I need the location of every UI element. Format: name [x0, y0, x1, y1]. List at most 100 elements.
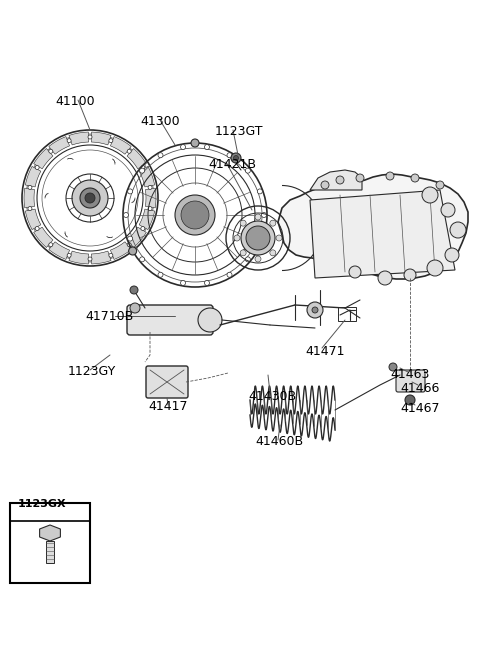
Circle shape: [130, 303, 140, 313]
Circle shape: [204, 144, 209, 150]
Polygon shape: [278, 174, 468, 279]
Polygon shape: [49, 136, 70, 154]
Circle shape: [35, 165, 39, 169]
Circle shape: [227, 153, 232, 157]
Circle shape: [312, 307, 318, 313]
Polygon shape: [34, 227, 53, 247]
Circle shape: [245, 257, 251, 262]
Text: 1123GX: 1123GX: [18, 499, 67, 509]
Circle shape: [88, 257, 92, 261]
Text: 41417: 41417: [148, 400, 188, 413]
Circle shape: [88, 135, 92, 139]
Circle shape: [234, 235, 240, 241]
Text: 41467: 41467: [400, 402, 440, 415]
FancyBboxPatch shape: [396, 370, 425, 392]
Polygon shape: [310, 170, 362, 190]
Circle shape: [240, 220, 246, 226]
Polygon shape: [25, 209, 41, 230]
Polygon shape: [110, 136, 131, 154]
FancyBboxPatch shape: [46, 541, 54, 563]
Circle shape: [67, 253, 71, 257]
Circle shape: [436, 181, 444, 189]
Circle shape: [129, 247, 137, 255]
Circle shape: [378, 271, 392, 285]
Circle shape: [198, 308, 222, 332]
Circle shape: [127, 243, 131, 247]
Circle shape: [441, 203, 455, 217]
Circle shape: [411, 174, 419, 182]
Circle shape: [253, 247, 261, 255]
Circle shape: [276, 235, 282, 241]
FancyBboxPatch shape: [127, 305, 213, 335]
Text: 41710B: 41710B: [85, 310, 133, 323]
Circle shape: [175, 195, 215, 235]
Circle shape: [80, 188, 100, 208]
Circle shape: [158, 272, 163, 277]
Circle shape: [233, 155, 239, 161]
Text: 41430B: 41430B: [248, 390, 296, 403]
Text: 41421B: 41421B: [208, 158, 256, 171]
Text: 41466: 41466: [400, 382, 439, 395]
Polygon shape: [24, 188, 35, 208]
Circle shape: [307, 302, 323, 318]
Polygon shape: [139, 167, 155, 187]
Circle shape: [28, 207, 32, 211]
Circle shape: [180, 144, 185, 150]
Circle shape: [386, 172, 394, 180]
Circle shape: [191, 139, 199, 147]
Circle shape: [140, 168, 144, 173]
Polygon shape: [40, 525, 60, 541]
Polygon shape: [110, 242, 131, 259]
Circle shape: [123, 213, 129, 218]
Polygon shape: [25, 167, 41, 187]
Circle shape: [109, 138, 113, 142]
Polygon shape: [127, 148, 146, 169]
Polygon shape: [139, 209, 155, 230]
Circle shape: [255, 256, 261, 262]
Circle shape: [49, 150, 53, 154]
Polygon shape: [91, 132, 111, 145]
Circle shape: [255, 214, 261, 220]
Circle shape: [28, 186, 32, 190]
Circle shape: [405, 395, 415, 405]
Circle shape: [128, 236, 132, 241]
Circle shape: [204, 281, 209, 285]
Text: 41460B: 41460B: [255, 435, 303, 448]
Text: 1123GY: 1123GY: [68, 365, 116, 378]
Circle shape: [245, 168, 251, 173]
Circle shape: [389, 363, 397, 371]
Polygon shape: [310, 190, 455, 278]
Circle shape: [180, 281, 185, 285]
FancyBboxPatch shape: [10, 503, 90, 583]
Text: 1123GT: 1123GT: [215, 125, 264, 138]
Circle shape: [422, 187, 438, 203]
Circle shape: [257, 236, 263, 241]
Circle shape: [72, 180, 108, 216]
Circle shape: [127, 150, 131, 154]
Circle shape: [270, 250, 276, 256]
Circle shape: [404, 269, 416, 281]
Text: 41100: 41100: [55, 95, 95, 108]
Circle shape: [240, 250, 246, 256]
Circle shape: [231, 153, 241, 163]
FancyBboxPatch shape: [146, 366, 188, 398]
Circle shape: [130, 286, 138, 294]
Circle shape: [450, 222, 466, 238]
Circle shape: [321, 181, 329, 189]
Circle shape: [427, 260, 443, 276]
Circle shape: [85, 193, 95, 203]
Polygon shape: [127, 227, 146, 247]
Circle shape: [140, 257, 144, 262]
Circle shape: [35, 226, 39, 230]
Text: 41471: 41471: [305, 345, 345, 358]
Polygon shape: [34, 148, 53, 169]
Circle shape: [257, 189, 263, 194]
FancyBboxPatch shape: [338, 307, 356, 321]
Circle shape: [141, 226, 145, 230]
Circle shape: [270, 220, 276, 226]
Circle shape: [262, 213, 266, 218]
Circle shape: [445, 248, 459, 262]
Circle shape: [246, 226, 270, 250]
Polygon shape: [49, 242, 70, 259]
Circle shape: [148, 207, 152, 211]
